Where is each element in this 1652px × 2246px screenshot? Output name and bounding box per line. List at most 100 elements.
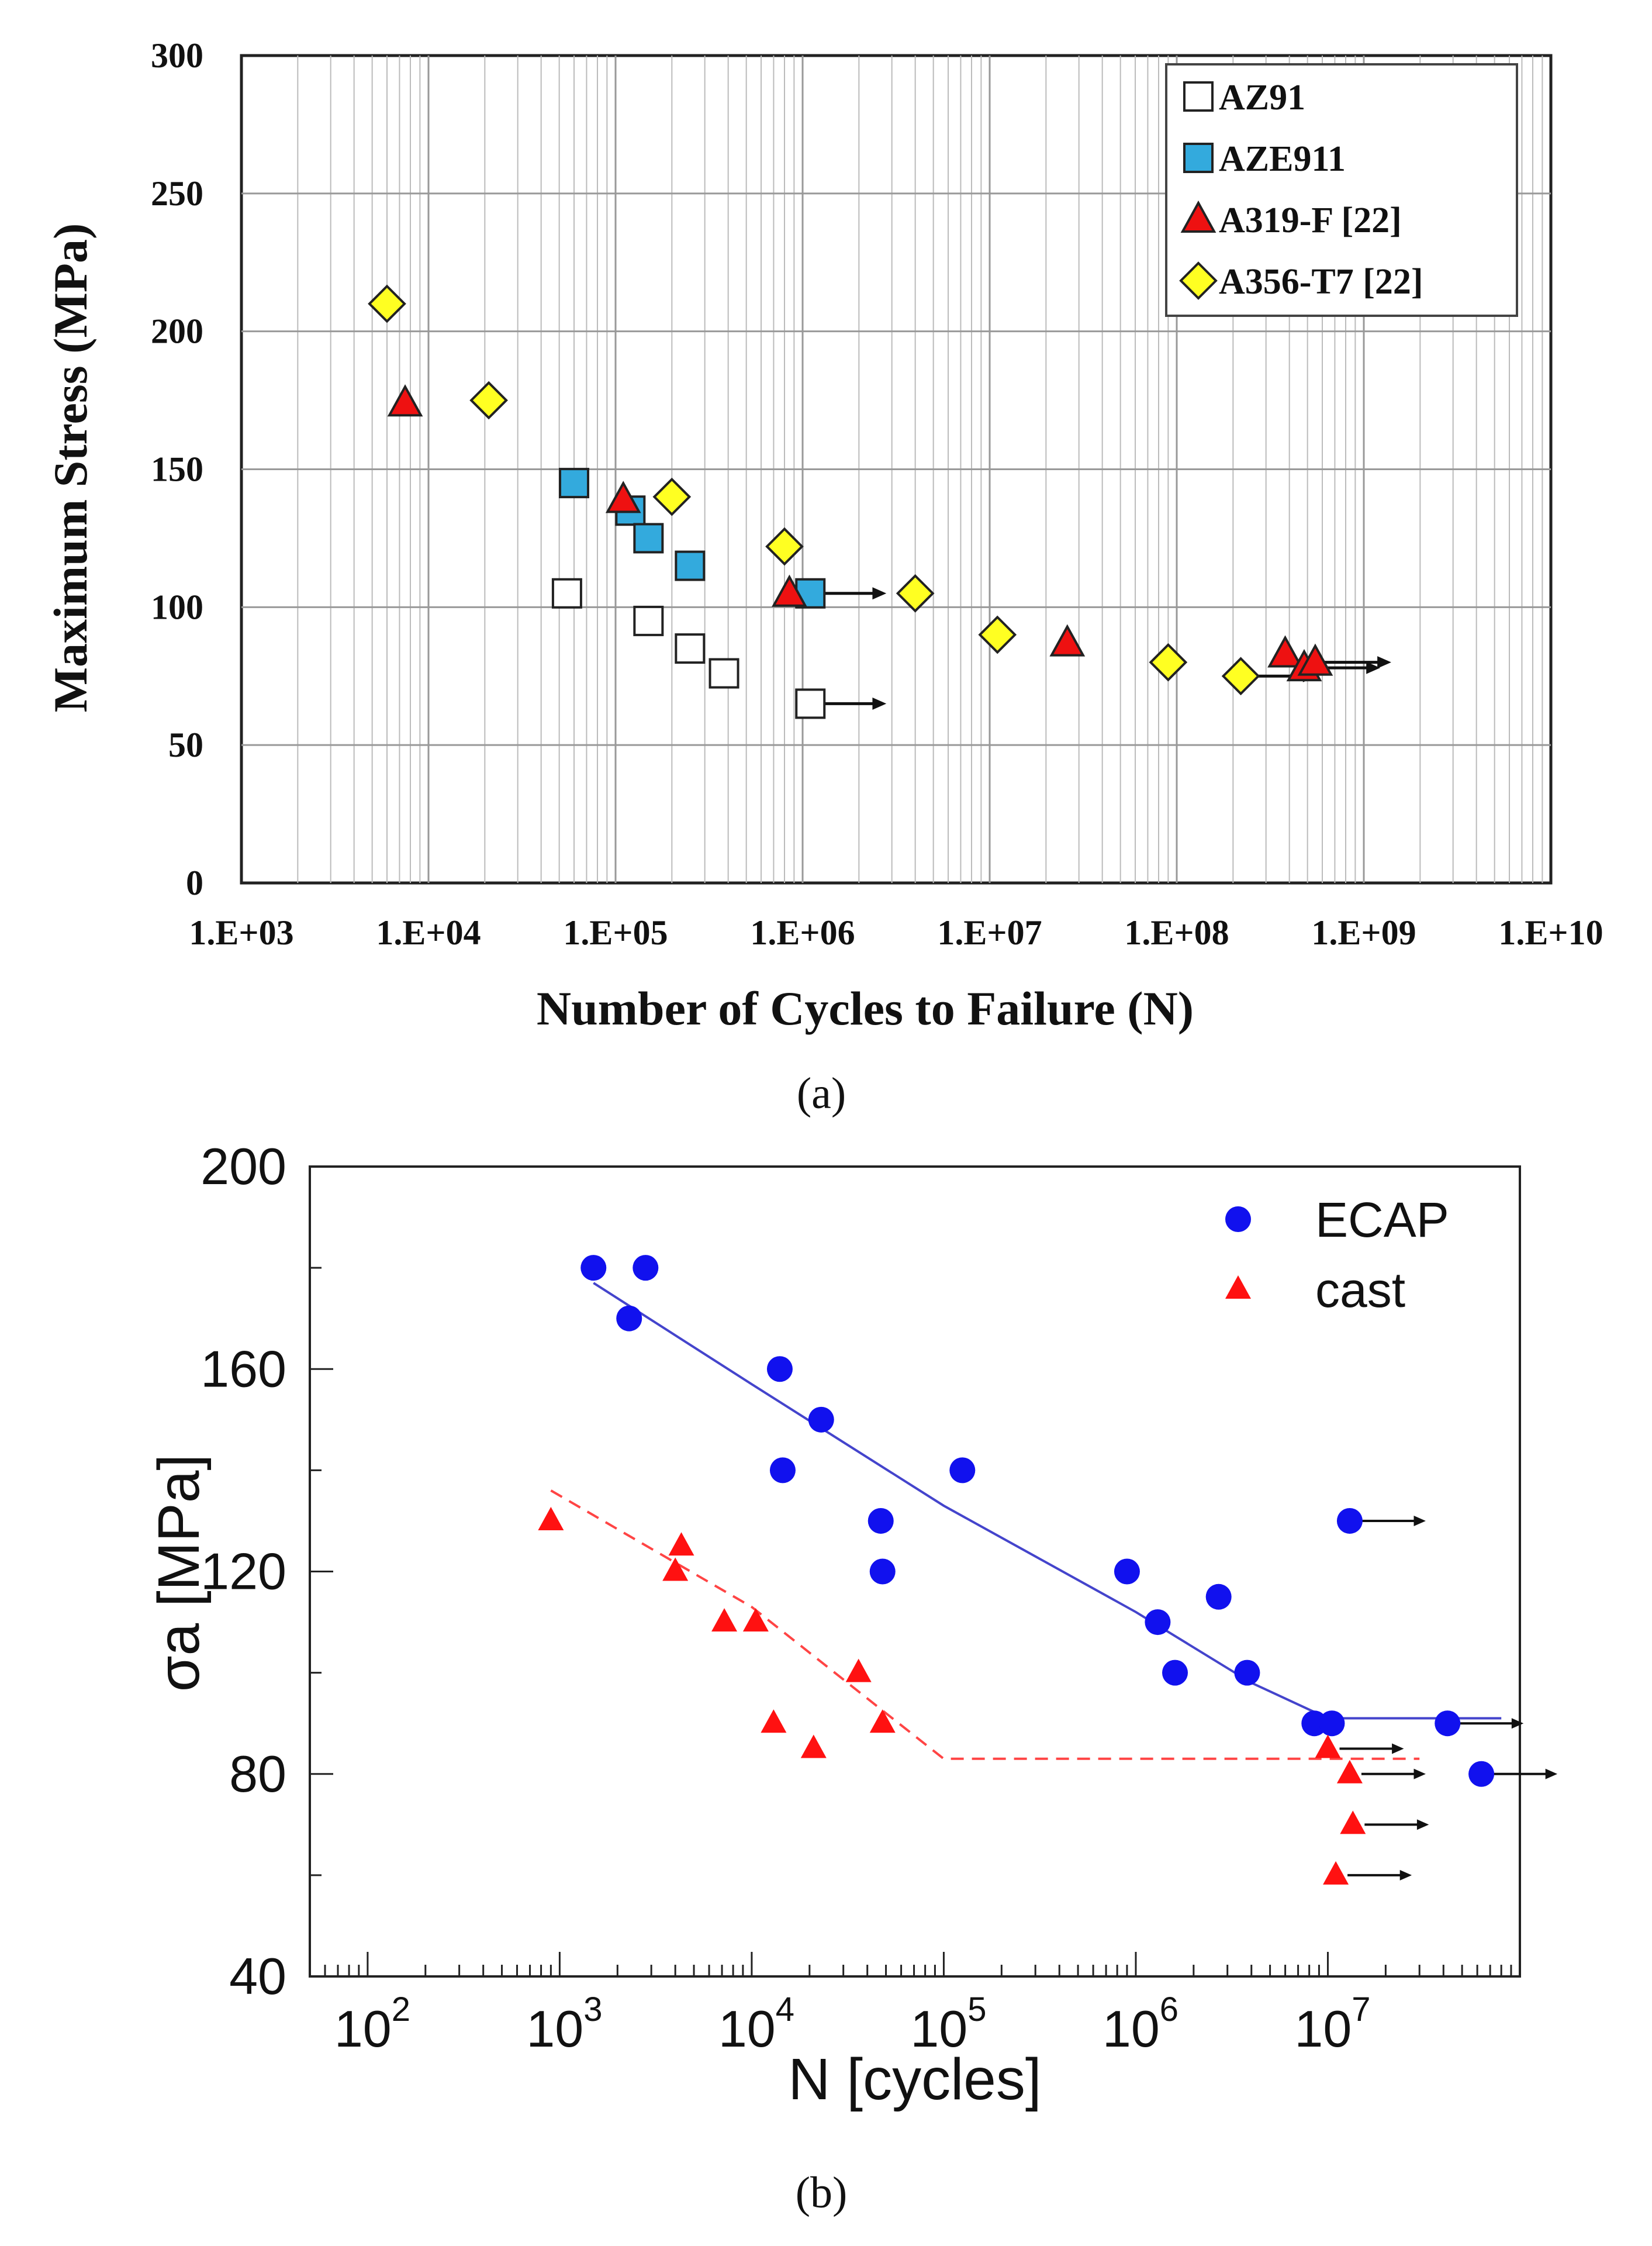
- point-cast: [1315, 1734, 1341, 1758]
- point-a319-f-22: [1267, 635, 1303, 668]
- x-tick-exponent: 2: [392, 1990, 410, 2028]
- point-ecap: [868, 1507, 894, 1534]
- point-cast: [1323, 1861, 1349, 1885]
- point-ecap: [1301, 1710, 1328, 1737]
- y-tick-label: 200: [151, 312, 203, 351]
- point-cast: [761, 1709, 787, 1733]
- point-az91: [633, 605, 664, 636]
- plot-b-x-axis-label: N [cycles]: [788, 2047, 1041, 2112]
- point-ecap: [616, 1305, 642, 1331]
- fit-line-cast: [550, 1489, 1420, 1760]
- y-tick-label: 50: [168, 726, 203, 764]
- y-tick-label: 300: [151, 36, 203, 75]
- x-tick-exponent: 4: [776, 1990, 794, 2028]
- point-a319-f-22: [387, 384, 423, 417]
- y-tick-label: 0: [186, 864, 203, 902]
- y-tick-label: 40: [229, 1947, 286, 2005]
- point-cast: [538, 1506, 564, 1530]
- point-cast: [668, 1532, 694, 1556]
- x-tick-label: 1.E+09: [1311, 913, 1416, 952]
- legend-marker-az91: [1183, 81, 1214, 112]
- point-ecap: [580, 1255, 607, 1281]
- y-tick-label: 250: [151, 174, 203, 213]
- point-az91: [551, 578, 582, 609]
- point-cast: [711, 1608, 738, 1632]
- x-tick-label: 107: [1294, 1990, 1370, 2058]
- x-tick-label: 102: [334, 1990, 410, 2058]
- plot-b-legend: ECAP cast: [1225, 1192, 1449, 1317]
- point-aze911: [675, 550, 706, 581]
- x-tick-exponent: 3: [583, 1990, 602, 2028]
- legend-label-az91: AZ91: [1219, 78, 1305, 118]
- point-a319-f-22: [1049, 624, 1086, 657]
- plot-a-runout-arrows: [810, 587, 1391, 710]
- x-tick-label: 1.E+07: [937, 913, 1042, 952]
- y-tick-label: 160: [201, 1340, 286, 1398]
- point-cast: [742, 1608, 769, 1632]
- point-cast: [1336, 1759, 1363, 1783]
- point-a356-t7-22: [765, 527, 804, 566]
- legend-label-aze911: AZE911: [1219, 139, 1346, 179]
- runout-arrow-ecap: [1361, 1515, 1426, 1526]
- x-tick-label: 1.E+05: [563, 913, 668, 952]
- plot-a-legend: AZ91 AZE911 A319-F [22] A356-T7 [22]: [1165, 63, 1518, 317]
- y-tick-label: 150: [151, 450, 203, 489]
- point-a319-f-22: [772, 574, 807, 607]
- point-cast: [1340, 1810, 1366, 1834]
- y-tick-label: 120: [201, 1543, 286, 1600]
- legend-label-cast: cast: [1315, 1262, 1405, 1317]
- runout-arrow-head: [1377, 656, 1391, 669]
- runout-arrow-head: [1392, 1743, 1404, 1754]
- point-ecap: [633, 1255, 659, 1281]
- runout-arrow-head: [1416, 1819, 1429, 1830]
- point-ecap: [1435, 1710, 1461, 1737]
- legend-label-a319-f-22: A319-F [22]: [1219, 201, 1402, 240]
- point-cast: [845, 1658, 872, 1682]
- point-ecap: [766, 1356, 793, 1382]
- point-aze911: [633, 523, 664, 554]
- plot-b-points: [538, 1255, 1495, 1885]
- point-ecap: [769, 1457, 796, 1483]
- runout-arrow-cast: [1347, 1869, 1412, 1881]
- plot-a-y-axis-label: Maximum Stress (MPa): [44, 223, 97, 713]
- point-ecap: [869, 1558, 896, 1585]
- legend-label-a356-t7-22: A356-T7 [22]: [1219, 262, 1423, 302]
- x-tick-label: 1.E+08: [1124, 913, 1229, 952]
- plot-b-y-ticks: 40 80 120 160 200: [201, 1137, 333, 2005]
- plot-b-runout-arrows: [1339, 1515, 1558, 1881]
- point-ecap: [949, 1457, 976, 1483]
- y-tick-label: 200: [201, 1137, 286, 1195]
- chart-panel-a: 1.E+03 1.E+04 1.E+05 1.E+06 1.E+07 1.E+08 1.E+…: [44, 36, 1603, 1118]
- legend-marker-a356-t7-22: [1179, 261, 1218, 300]
- point-a356-t7-22: [469, 381, 508, 420]
- runout-arrow-cast: [1361, 1768, 1426, 1779]
- runout-arrow-ecap: [1493, 1768, 1558, 1779]
- x-tick-label: 104: [718, 1990, 794, 2058]
- plot-a-grid: [241, 56, 1551, 883]
- point-ecap: [1234, 1660, 1260, 1686]
- legend-label-ecap: ECAP: [1315, 1192, 1449, 1247]
- legend-marker-cast: [1225, 1275, 1251, 1299]
- plot-a-x-ticks: 1.E+03 1.E+04 1.E+05 1.E+06 1.E+07 1.E+08 1.E+…: [189, 913, 1603, 952]
- runout-arrow-ecap: [1459, 1718, 1524, 1729]
- point-ecap: [1319, 1710, 1345, 1737]
- plot-b-frame: [309, 1165, 1521, 1978]
- point-a356-t7-22: [896, 574, 935, 613]
- legend-marker-aze911: [1183, 143, 1214, 173]
- point-a356-t7-22: [652, 477, 692, 516]
- runout-arrow-head: [1511, 1718, 1524, 1729]
- point-aze911: [559, 468, 590, 499]
- point-a319-f-22: [605, 481, 641, 513]
- runout-arrow-head: [1413, 1768, 1426, 1779]
- point-cast: [662, 1557, 689, 1581]
- runout-arrow-head: [1545, 1768, 1558, 1779]
- y-tick-label: 80: [229, 1745, 286, 1803]
- point-ecap: [1145, 1609, 1171, 1636]
- legend-marker-ecap: [1225, 1206, 1251, 1232]
- point-cast: [869, 1709, 896, 1733]
- point-ecap: [1336, 1507, 1363, 1534]
- point-az91: [675, 633, 706, 664]
- runout-arrow-a319-f-22: [1315, 656, 1391, 669]
